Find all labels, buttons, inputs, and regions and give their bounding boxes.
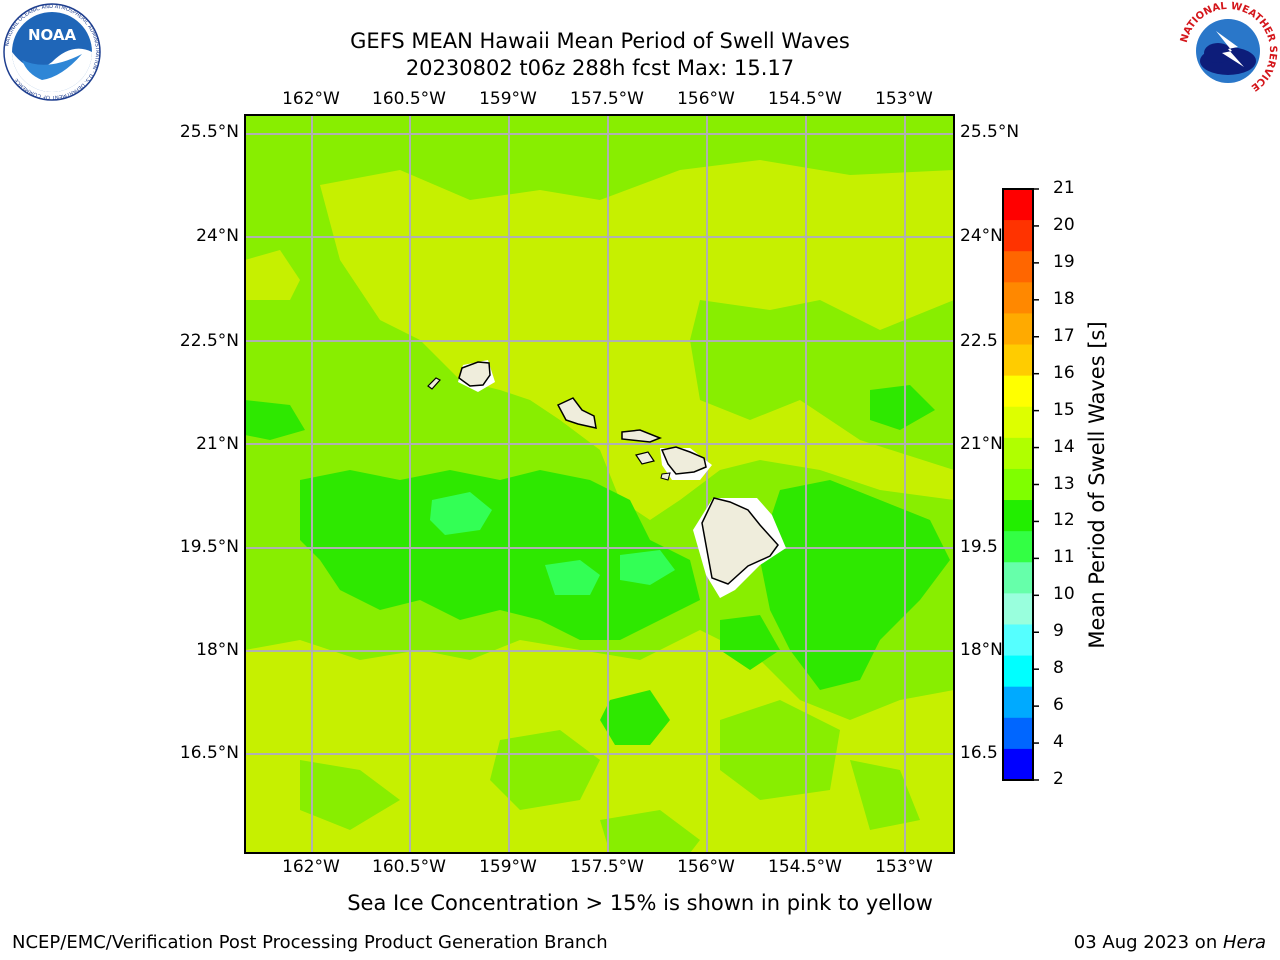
lon-tick-bottom: 156°W [677,857,735,877]
nws-logo: NATIONAL WEATHER SERVICE [1179,1,1278,99]
map-title: GEFS MEAN Hawaii Mean Period of Swell Wa… [350,29,850,53]
map-frame [244,114,955,854]
colorbar-tick-label: 20 [1053,214,1075,235]
colorbar-swatch [1003,748,1033,781]
lon-tick-top: 162°W [282,89,340,109]
island-kauai [458,361,491,387]
lat-tick-right: 25.5°N [960,122,1020,142]
lat-tick-right: 16.5 [960,743,998,763]
colorbar-tick-label: 6 [1053,695,1064,716]
lon-tick-bottom: 153°W [875,857,933,877]
lon-tick-top: 157.5°W [570,89,644,109]
lat-tick-left: 16.5°N [179,743,239,763]
lat-tick-right: 21°N [960,434,1003,454]
colorbar-swatch [1003,375,1033,408]
colorbar-swatch [1003,437,1033,470]
colorbar-tick-label: 21 [1053,178,1075,198]
colorbar-tick-label: 18 [1053,288,1075,309]
colorbar-swatch [1003,406,1033,439]
lon-tick-top: 153°W [875,89,933,109]
island-molokai [621,429,663,443]
colorbar-tick-label: 14 [1053,436,1075,457]
lon-tick-bottom: 160.5°W [372,857,446,877]
colorbar-axis-label: Mean Period of Swell Waves [s] [1085,321,1109,649]
lat-tick-right: 19.5 [960,537,998,557]
map-grid [245,115,954,853]
colorbar-swatch [1003,562,1033,594]
footer-date-text: 03 Aug 2023 on [1073,932,1223,953]
lon-tick-top: 154.5°W [768,89,842,109]
colorbar-swatch [1003,468,1033,501]
field-band-11-12 [245,385,950,745]
colorbar-tick-label: 11 [1053,547,1075,568]
island-kahoolawe [660,472,671,481]
lat-tick-left: 22.5°N [179,331,239,351]
island-lanai [635,451,655,465]
lat-tick-left: 24°N [196,226,239,246]
lon-tick-top: 160.5°W [372,89,446,109]
colorbar-swatch [1003,593,1033,625]
colorbar-swatch [1003,282,1033,314]
colorbar-tick-label: 19 [1053,251,1075,272]
lat-tick-left: 21°N [196,434,239,454]
map-subtitle: 20230802 t06z 288h fcst Max: 15.17 [405,56,795,80]
colorbar-swatches [1003,189,1033,781]
lat-tick-right: 22.5 [960,331,998,351]
island-niihau [427,377,441,390]
colorbar-tick-label: 2 [1053,769,1064,789]
colorbar-tick-marks [1033,188,1039,781]
hawaiian-islands [427,360,786,598]
field-band-10-11 [430,492,675,595]
field-band-12-13-patches [300,700,920,853]
colorbar-tick-label: 13 [1053,473,1075,494]
lon-tick-bottom: 159°W [479,857,537,877]
colorbar-swatch [1003,717,1033,750]
colorbar [1002,188,1039,781]
colorbar-swatch [1003,531,1033,563]
colorbar-swatch [1003,189,1033,221]
footer-host: Hera [1222,932,1266,953]
colorbar-tick-label: 16 [1053,362,1075,383]
colorbar-swatch [1003,500,1033,532]
lat-tick-right: 24°N [960,226,1003,246]
noaa-logo-text: NOAA [28,26,77,44]
sea-ice-caption: Sea Ice Concentration > 15% is shown in … [347,891,933,915]
lon-tick-top: 156°W [677,89,735,109]
colorbar-swatch [1003,686,1033,719]
colorbar-tick-label: 15 [1053,399,1075,420]
lon-tick-bottom: 154.5°W [768,857,842,877]
colorbar-swatch [1003,344,1033,377]
lat-tick-left: 19.5°N [179,537,239,557]
colorbar-tick-label: 9 [1053,621,1064,642]
lon-tick-bottom: 157.5°W [570,857,644,877]
colorbar-tick-label: 4 [1053,732,1064,753]
lat-tick-right: 18°N [960,640,1003,660]
lat-tick-left: 25.5°N [179,122,239,142]
map-panel [244,114,955,854]
island-oahu [556,397,597,429]
colorbar-tick-label: 8 [1053,658,1064,679]
lat-tick-left: 18°N [196,640,239,660]
island-hawaii [701,497,779,585]
footer-date: 03 Aug 2023 on Hera [1074,932,1266,953]
colorbar-swatch [1003,655,1033,688]
colorbar-swatch [1003,313,1033,346]
noaa-logo: NOAA NATIONAL OCEANIC AND ATMOSPHERIC AD… [3,3,101,101]
colorbar-tick-label: 17 [1053,325,1075,346]
colorbar-swatch [1003,624,1033,657]
colorbar-swatch [1003,251,1033,283]
colorbar-tick-label: 12 [1053,510,1075,531]
colorbar-tick-label: 10 [1053,584,1075,605]
footer-branch: NCEP/EMC/Verification Post Processing Pr… [12,932,608,953]
colorbar-swatch [1003,220,1033,252]
lon-tick-top: 159°W [479,89,537,109]
island-maui [660,446,707,475]
lon-tick-bottom: 162°W [282,857,340,877]
